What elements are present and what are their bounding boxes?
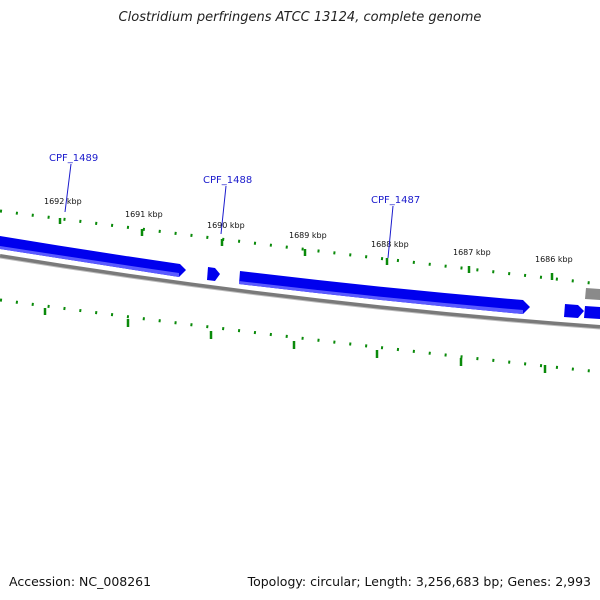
length-value: 3,256,683 bp — [415, 574, 500, 589]
gene-arrow-cpf-1489-highlight — [0, 246, 179, 277]
outer-major-ticks — [58, 218, 554, 280]
gene-arrow-small[interactable] — [564, 304, 584, 318]
separator: ; — [499, 574, 508, 589]
genome-backbone — [0, 254, 600, 329]
gene-arrow-cpf-1487[interactable] — [239, 271, 530, 314]
genes-label: Genes: — [507, 574, 552, 589]
tick-label: 1692 kbp — [44, 197, 82, 206]
accession-label: Accession: — [9, 574, 76, 589]
gene-labels: CPF_1489 CPF_1488 CPF_1487 — [49, 153, 420, 259]
tick-label: 1688 kbp — [371, 240, 409, 249]
topology-label: Topology: — [247, 574, 307, 589]
genome-stats: Topology: circular; Length: 3,256,683 bp… — [248, 574, 591, 589]
map-title: Clostridium perfringens ATCC 13124, comp… — [118, 10, 482, 25]
separator: ; — [356, 574, 365, 589]
inner-major-ticks — [43, 308, 547, 373]
gene-label-leader — [64, 163, 72, 213]
gene-label-cpf-1489[interactable]: CPF_1489 — [49, 153, 98, 164]
genes-value: 2,993 — [555, 574, 591, 589]
tick-label: 1689 kbp — [289, 231, 327, 240]
gene-label-cpf-1487[interactable]: CPF_1487 — [371, 195, 420, 206]
gene-label-leader — [387, 205, 394, 259]
tick-labels: 1692 kbp 1691 kbp 1690 kbp 1689 kbp 1688… — [44, 197, 573, 264]
gene-label-leader — [220, 185, 227, 235]
gene-arrow-edge[interactable] — [584, 306, 600, 319]
gene-features — [0, 236, 600, 319]
gene-label-cpf-1488[interactable]: CPF_1488 — [203, 175, 252, 186]
other-feature-edge[interactable] — [585, 288, 600, 300]
tick-label: 1690 kbp — [207, 221, 245, 230]
tick-label: 1686 kbp — [535, 255, 573, 264]
gene-arrow-cpf-1488[interactable] — [207, 267, 220, 281]
genome-backbone-shadow — [0, 257, 600, 330]
accession-value: NC_008261 — [79, 574, 152, 589]
accession-info: Accession: NC_008261 — [9, 574, 151, 589]
tick-label: 1687 kbp — [453, 248, 491, 257]
gene-arrow-cpf-1487-highlight — [239, 281, 523, 314]
topology-value: circular — [310, 574, 357, 589]
tick-label: 1691 kbp — [125, 210, 163, 219]
length-label: Length: — [364, 574, 412, 589]
gene-arrow-cpf-1489[interactable] — [0, 236, 186, 277]
outer-tick-ring — [0, 209, 600, 286]
